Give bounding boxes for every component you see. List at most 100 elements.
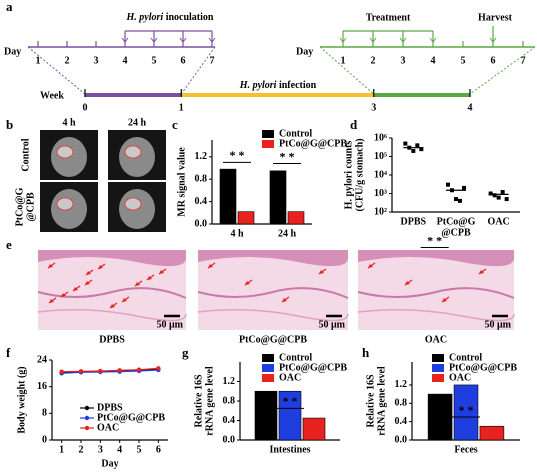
y-tick-label: 0.4 — [395, 416, 408, 427]
tissue — [37, 287, 187, 299]
x-tick-label: 1 — [59, 444, 64, 455]
mri-stomach — [124, 145, 142, 159]
panel-label: g — [182, 345, 189, 360]
legend-marker — [84, 405, 90, 411]
arrow-head — [48, 264, 53, 268]
day-number: 3 — [401, 55, 406, 66]
legend-label: PtCo@G@CPB — [279, 138, 347, 149]
arrow-head — [61, 293, 66, 297]
bar — [237, 211, 255, 225]
legend-label: PtCo@G@CPB — [279, 362, 347, 373]
day-number: 2 — [371, 55, 376, 66]
legend-swatch — [432, 374, 444, 382]
bar — [278, 390, 302, 441]
arrow-head — [49, 299, 54, 303]
y-tick-label: 0.4 — [195, 196, 208, 207]
y-axis-label: Relative 16S — [365, 374, 376, 427]
y-tick-label: 0.8 — [395, 398, 408, 409]
legend-label: PtCo@G@CPB — [97, 412, 165, 423]
bar — [453, 384, 479, 441]
significance: * * — [230, 148, 245, 162]
panel-label: d — [350, 117, 358, 132]
segment — [373, 93, 470, 97]
x-tick-label: 6 — [156, 444, 161, 455]
arrow-head — [368, 264, 373, 268]
y-tick-label: 0 — [42, 434, 47, 445]
x-tick-label: 3 — [98, 444, 103, 455]
x-tick-label: Feces — [454, 444, 477, 455]
day-number: 2 — [65, 55, 70, 66]
significance: * * — [427, 233, 442, 247]
x-tick-label: 24 h — [278, 228, 297, 239]
panel-label: a — [6, 0, 13, 14]
x-tick-label: 5 — [137, 444, 142, 455]
day-number: 3 — [94, 55, 99, 66]
dotted — [180, 46, 216, 95]
point — [419, 147, 424, 152]
day-number: 4 — [431, 55, 436, 66]
x-tick-label: Intestines — [269, 444, 310, 455]
bar — [254, 390, 278, 441]
italic: H. pylori — [239, 80, 277, 91]
time-label: 24 h — [128, 117, 147, 128]
arrow-head — [208, 37, 216, 43]
arrow-head — [150, 37, 158, 43]
marker — [117, 368, 122, 373]
y-axis-label: rRNA gene level — [204, 366, 215, 436]
x-tick-label: DPBS — [401, 216, 427, 227]
text: inoculation — [163, 12, 214, 23]
point — [488, 191, 493, 196]
panel-label: e — [6, 237, 12, 252]
legend-swatch — [432, 354, 444, 362]
arrow-head — [98, 265, 103, 269]
y-tick-label: 10³ — [374, 188, 387, 199]
y-tick-label: 16 — [37, 381, 47, 392]
arrow-head — [405, 281, 410, 285]
point — [458, 198, 462, 203]
y-tick-label: 10² — [374, 206, 387, 217]
arrow-head — [339, 37, 347, 43]
arrow-head — [179, 37, 187, 43]
marker — [59, 369, 64, 374]
legend-label: OAC — [97, 422, 119, 433]
week-number: 1 — [179, 102, 184, 113]
arrow-head — [369, 37, 377, 43]
point — [454, 197, 458, 202]
legend-label: OAC — [279, 372, 301, 383]
harvest-label: Harvest — [478, 12, 513, 23]
marker — [156, 366, 161, 371]
series-line — [61, 367, 159, 373]
dotted — [469, 46, 536, 95]
point — [462, 185, 466, 190]
infection-label: H. pylori infection — [239, 80, 317, 91]
mri-stomach — [56, 197, 74, 211]
x-tick-label: 4 — [117, 444, 122, 455]
row-label: PtCo@G — [14, 187, 25, 226]
y-tick-label: 0.4 — [223, 415, 236, 426]
bar — [269, 170, 287, 225]
bar — [219, 168, 237, 225]
y-tick-label: 10⁴ — [374, 169, 387, 180]
legend-marker — [84, 425, 90, 431]
significance: * * — [280, 149, 295, 163]
bar — [427, 393, 453, 441]
day-number: 5 — [461, 55, 466, 66]
day-number: 6 — [491, 55, 496, 66]
tissue — [357, 287, 515, 299]
legend-swatch — [262, 140, 274, 148]
point — [504, 197, 509, 202]
series-line — [61, 369, 159, 374]
y-tick-label: 0.8 — [223, 395, 236, 406]
caption: DPBS — [99, 334, 125, 345]
y-axis-label: H. pylori counts — [343, 141, 354, 210]
arrow-head — [282, 298, 287, 302]
arrow-head — [442, 298, 447, 302]
scale-label: 50 μm — [319, 319, 346, 330]
day-number: 7 — [521, 55, 526, 66]
arrow-head — [245, 281, 250, 285]
legend-marker — [84, 415, 90, 421]
segment — [181, 93, 374, 97]
mri-stomach — [56, 145, 74, 159]
tissue — [37, 309, 187, 322]
legend-label: DPBS — [97, 402, 123, 413]
